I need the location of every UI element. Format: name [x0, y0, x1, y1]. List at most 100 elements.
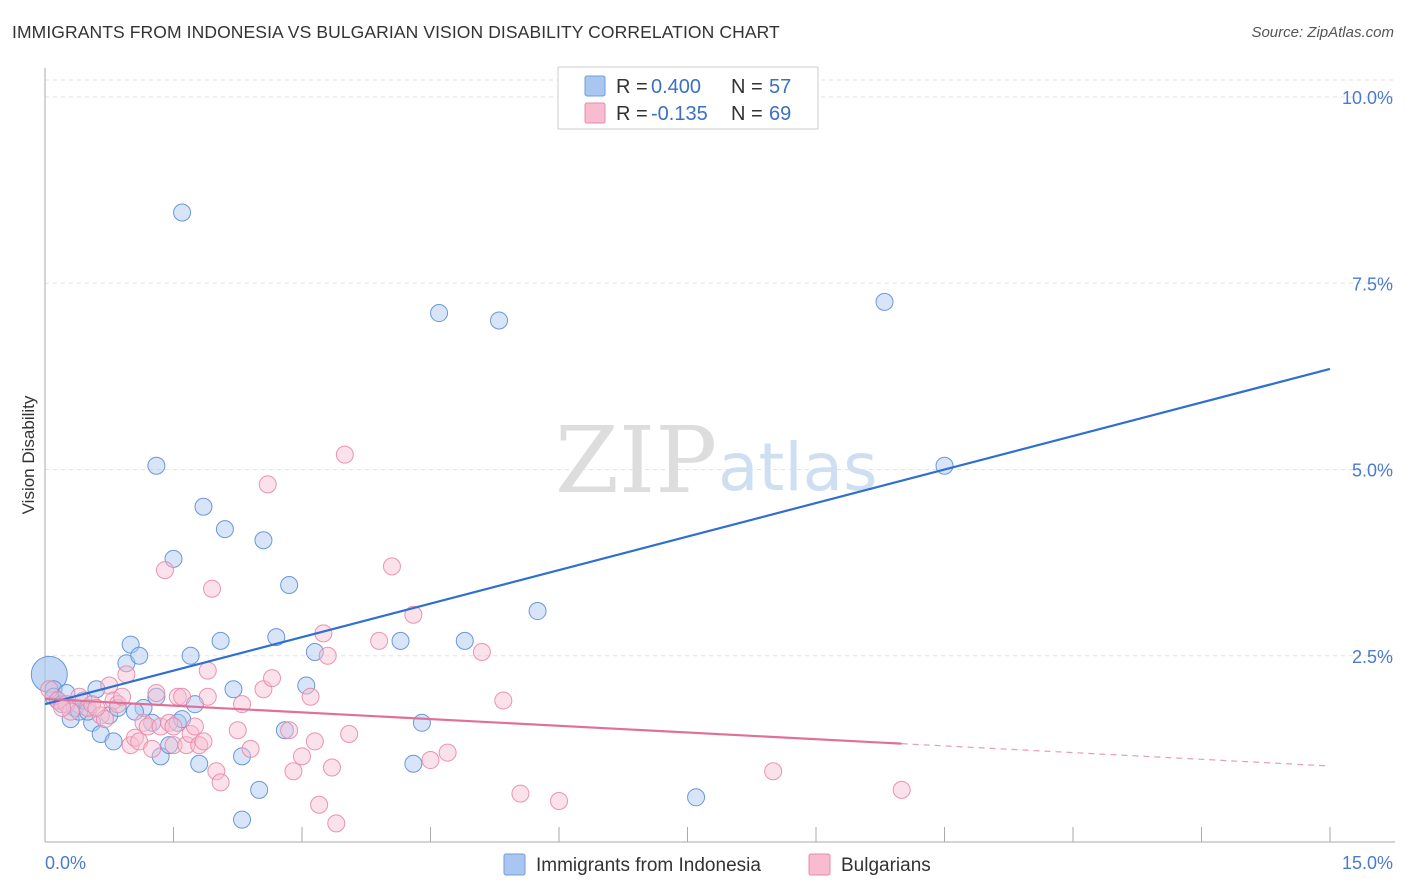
legend-r-label-1: R = — [616, 103, 648, 125]
data-point — [211, 631, 230, 650]
data-point — [164, 717, 183, 736]
data-point — [104, 732, 123, 751]
data-point — [164, 736, 183, 755]
trend-line-dashed-1 — [901, 743, 1331, 767]
data-point — [258, 475, 277, 494]
data-point — [143, 739, 162, 758]
bottom-legend-swatch-indonesia — [503, 853, 526, 876]
trend-line-1 — [44, 697, 902, 745]
legend-r-value-1: -0.135 — [651, 103, 708, 125]
data-point — [173, 203, 192, 222]
bottom-legend-swatch-bulgarians — [808, 853, 831, 876]
data-point — [340, 724, 359, 743]
data-point — [490, 311, 509, 330]
data-point — [404, 605, 423, 624]
data-point — [391, 631, 410, 650]
data-point — [275, 721, 294, 740]
legend-swatch-indonesia — [584, 75, 606, 97]
legend-r-value-0: 0.400 — [651, 76, 701, 98]
data-point — [198, 687, 217, 706]
series-bulgarians — [40, 445, 911, 833]
trend-lines — [44, 367, 1331, 767]
gridlines — [45, 79, 1395, 657]
data-point — [177, 736, 196, 755]
x-tick-labels: 0.0% 15.0% — [45, 853, 1393, 873]
legend-n-value-0: 57 — [769, 76, 791, 98]
data-point — [421, 751, 440, 770]
y-axis-label: Vision Disability — [19, 395, 38, 514]
data-point — [228, 721, 247, 740]
chart-title: IMMIGRANTS FROM INDONESIA VS BULGARIAN V… — [12, 22, 780, 42]
data-point — [203, 579, 222, 598]
series-points — [30, 203, 954, 833]
data-point — [370, 631, 389, 650]
data-point — [181, 646, 200, 665]
data-point — [211, 773, 230, 792]
bottom-legend: Immigrants from Indonesia Bulgarians — [503, 853, 931, 876]
legend-n-value-1: 69 — [769, 103, 791, 125]
data-point — [511, 784, 530, 803]
bottom-legend-label-indonesia: Immigrants from Indonesia — [536, 855, 761, 876]
legend-swatch-bulgarians — [584, 102, 606, 124]
data-point — [430, 304, 449, 323]
legend-n-label-0: N = — [731, 76, 763, 98]
source-label: Source: ZipAtlas.com — [1251, 24, 1394, 41]
data-point — [61, 702, 80, 721]
data-point — [233, 810, 252, 829]
data-point — [301, 687, 320, 706]
data-point — [318, 646, 337, 665]
y-tick-labels: 2.5% 5.0% 7.5% 10.0% — [1342, 88, 1393, 667]
legend-n-label-1: N = — [731, 103, 763, 125]
data-point — [241, 739, 260, 758]
data-point — [173, 687, 192, 706]
axes — [44, 68, 1395, 843]
data-point — [224, 680, 243, 699]
trend-line-0 — [44, 367, 1331, 706]
bottom-legend-label-bulgarians: Bulgarians — [841, 855, 931, 876]
data-point — [284, 762, 303, 781]
data-point — [404, 754, 423, 773]
data-point — [310, 795, 329, 814]
data-point — [198, 661, 217, 680]
data-point — [438, 743, 457, 762]
data-point — [190, 754, 209, 773]
watermark-atlas: atlas — [718, 429, 878, 506]
y-tick-label: 7.5% — [1352, 274, 1393, 294]
data-point — [113, 687, 132, 706]
data-point — [687, 788, 706, 807]
data-point — [155, 561, 174, 580]
data-point — [263, 669, 282, 688]
y-tick-label: 2.5% — [1352, 647, 1393, 667]
x-tick-label-min: 0.0% — [45, 853, 86, 873]
data-point — [892, 780, 911, 799]
data-point — [194, 732, 213, 751]
data-point — [147, 684, 166, 702]
data-point — [280, 575, 299, 594]
data-point — [875, 292, 894, 311]
data-point — [194, 497, 213, 516]
data-point — [293, 747, 311, 766]
data-point — [335, 445, 354, 464]
data-point — [764, 762, 783, 781]
y-tick-label: 10.0% — [1342, 88, 1393, 108]
data-point — [305, 732, 324, 751]
y-tick-label: 5.0% — [1352, 461, 1393, 481]
data-point — [472, 643, 491, 662]
data-point — [250, 780, 269, 799]
watermark-zip: ZIP — [555, 407, 717, 514]
legend-r-label-0: R = — [616, 76, 648, 98]
data-point — [87, 698, 106, 717]
data-point — [494, 691, 513, 710]
data-point — [151, 717, 170, 736]
data-point — [254, 531, 273, 550]
data-point — [147, 456, 166, 475]
data-point — [280, 721, 299, 740]
data-point — [130, 646, 149, 665]
data-point — [528, 602, 547, 621]
data-point — [327, 814, 346, 833]
data-point — [550, 792, 568, 811]
x-tick-label-max: 15.0% — [1342, 853, 1393, 873]
data-point — [297, 676, 316, 695]
data-point — [322, 758, 341, 777]
